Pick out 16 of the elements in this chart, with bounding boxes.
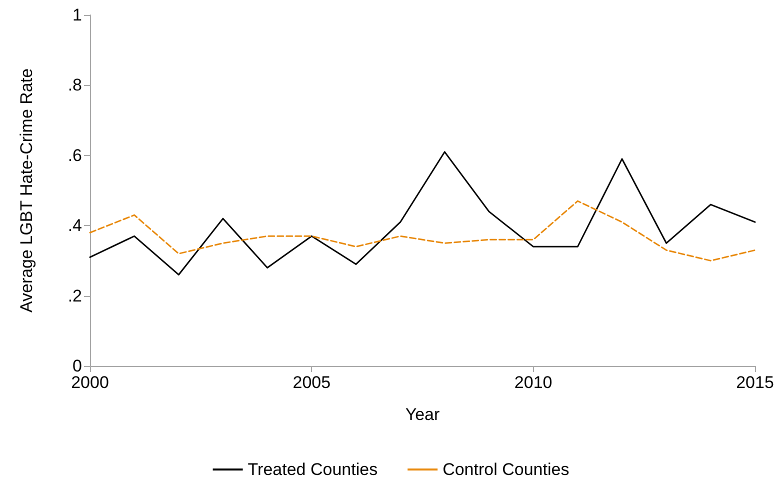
line-series [89, 200, 756, 262]
line-series [89, 151, 756, 276]
y-tick-label: 0 [72, 356, 82, 376]
x-tick-label: 2000 [71, 373, 109, 392]
legend-label: Treated Counties [248, 460, 378, 479]
legend-label: Control Counties [442, 460, 570, 479]
y-tick-label: .2 [68, 286, 82, 306]
y-tick-label: .4 [68, 216, 82, 236]
x-tick-label: 2005 [292, 373, 331, 392]
y-tick-label: .8 [68, 76, 82, 95]
x-axis-title: Year [405, 405, 440, 424]
x-tick-label: 2015 [736, 373, 774, 392]
y-axis-title: Average LGBT Hate-Crime Rate [17, 68, 36, 313]
y-tick-label: .6 [68, 146, 82, 165]
y-tick-label: 1 [72, 6, 82, 24]
x-tick-label: 2010 [514, 373, 552, 392]
